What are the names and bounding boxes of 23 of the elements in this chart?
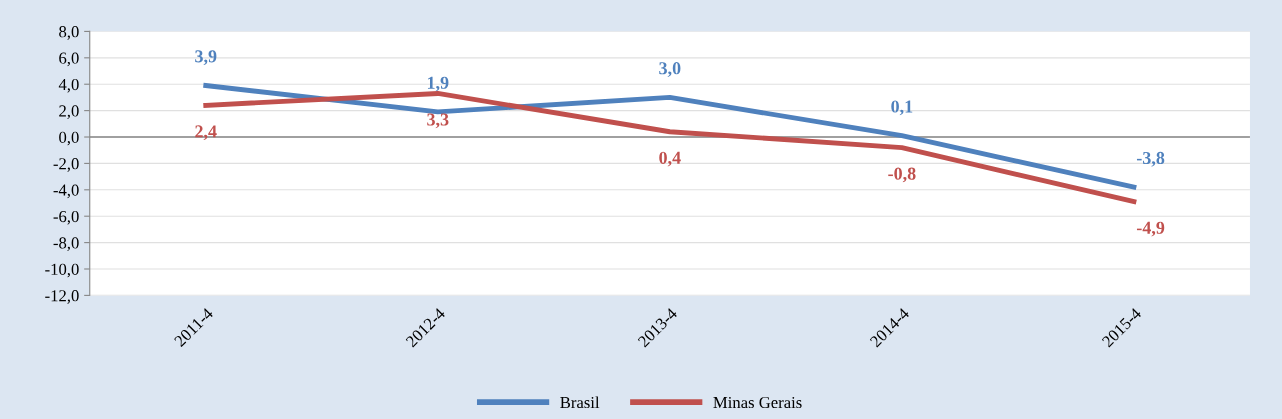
legend-label: Brasil bbox=[560, 396, 600, 409]
data-label: 3,3 bbox=[427, 113, 449, 129]
data-label: 2,4 bbox=[195, 125, 217, 141]
data-label: 0,4 bbox=[659, 151, 681, 167]
y-tick-label: 2,0 bbox=[59, 105, 79, 119]
data-label: -0,8 bbox=[888, 167, 916, 183]
data-label: 3,0 bbox=[659, 62, 681, 77]
y-tick-label: 8,0 bbox=[59, 26, 79, 40]
data-label: -3,8 bbox=[1136, 151, 1165, 167]
y-tick-label: -2,0 bbox=[53, 158, 79, 172]
y-tick-label: 0,0 bbox=[59, 131, 79, 146]
data-label: 1,9 bbox=[427, 76, 449, 92]
legend-label: Minas Gerais bbox=[713, 396, 802, 409]
y-tick-label: -8,0 bbox=[53, 237, 79, 251]
data-label: 3,9 bbox=[195, 50, 217, 66]
y-tick-label: -4,0 bbox=[53, 184, 79, 199]
data-label: 0,1 bbox=[891, 100, 913, 116]
y-tick-label: 6,0 bbox=[59, 52, 79, 67]
data-label: -4,9 bbox=[1136, 221, 1165, 237]
y-tick-label: -10,0 bbox=[45, 263, 79, 278]
y-tick-label: -6,0 bbox=[53, 210, 79, 225]
y-tick-label: -12,0 bbox=[45, 290, 79, 304]
y-tick-label: 4,0 bbox=[58, 78, 79, 93]
